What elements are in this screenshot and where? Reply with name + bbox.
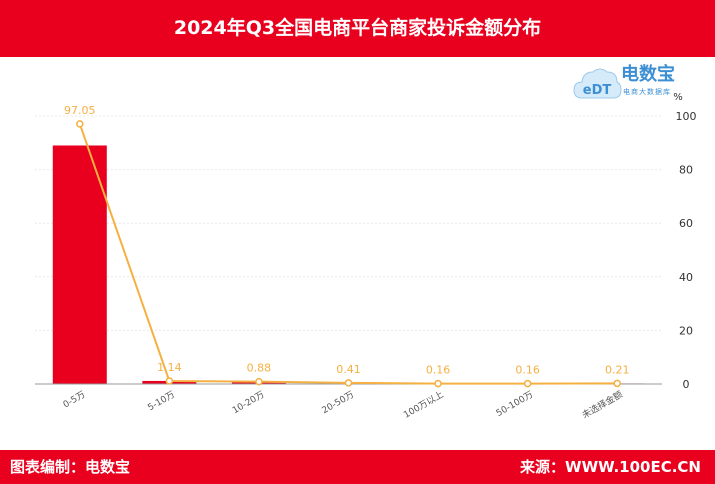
data-label: 97.05 [64,104,96,117]
line-point [344,379,353,387]
data-label: 0.16 [515,364,540,377]
y-axis: 0 20 40 60 80 100% [673,92,696,391]
x-tick-label: 0-5万 [62,390,88,411]
x-tick-label: 未选择金额 [580,388,625,421]
y-tick-label: 0 [683,378,690,391]
line-path [78,123,618,385]
y-axis-unit: % [673,92,683,103]
header-bar: 2024年Q3全国电商平台商家投诉金额分布 [0,0,715,57]
y-tick-label: 60 [679,217,693,230]
line-point [165,377,174,385]
y-tick-label: 80 [679,164,693,177]
logo-brand-text: 电数宝 [621,64,675,85]
chart-title: 2024年Q3全国电商平台商家投诉金额分布 [173,17,542,39]
line-point [434,379,442,388]
logo-mark: eDT [583,83,612,98]
x-tick-label: 5-10万 [146,390,176,413]
cloud-icon: eDT [573,68,622,99]
footer-credit: 图表编制：电数宝 [10,458,131,476]
logo-subtitle: 电商大数据库 [623,88,671,96]
y-tick-label: 20 [679,324,693,337]
data-label: 0.88 [247,362,272,375]
chart-grid [35,115,662,331]
x-tick-label: 50-100万 [495,390,535,419]
data-label: 0.21 [605,363,630,376]
brand-logo: eDT 电数宝 电商大数据库 [572,60,712,104]
y-tick-label: 100 [676,110,697,123]
footer-bar: 图表编制：电数宝 来源：WWW.100EC.CN [0,450,715,484]
line-point [255,377,263,386]
line-point [523,379,532,388]
x-axis: 0-5万 5-10万 10-20万 20-50万 100万以上 50-100万 未选择金额 [35,383,662,421]
data-labels: 97.05 1.14 0.88 0.41 0.16 0.16 0.21 [64,104,629,377]
data-label: 0.41 [336,363,361,376]
footer-source: 来源：WWW.100EC.CN [520,458,701,476]
line-series [76,120,621,388]
y-tick-label: 40 [679,271,693,284]
x-tick-label: 20-50万 [321,390,356,416]
data-label: 0.16 [426,364,451,377]
x-tick-label: 10-20万 [231,390,266,416]
data-label: 1.14 [157,361,182,374]
bar-line-chart: 0-5万 5-10万 10-20万 20-50万 100万以上 50-100万 未选择金额 … [35,92,697,421]
line-point [76,120,84,128]
bar-series [52,145,645,385]
line-point [613,379,621,388]
bar [52,145,107,384]
x-tick-label: 100万以上 [402,389,446,421]
